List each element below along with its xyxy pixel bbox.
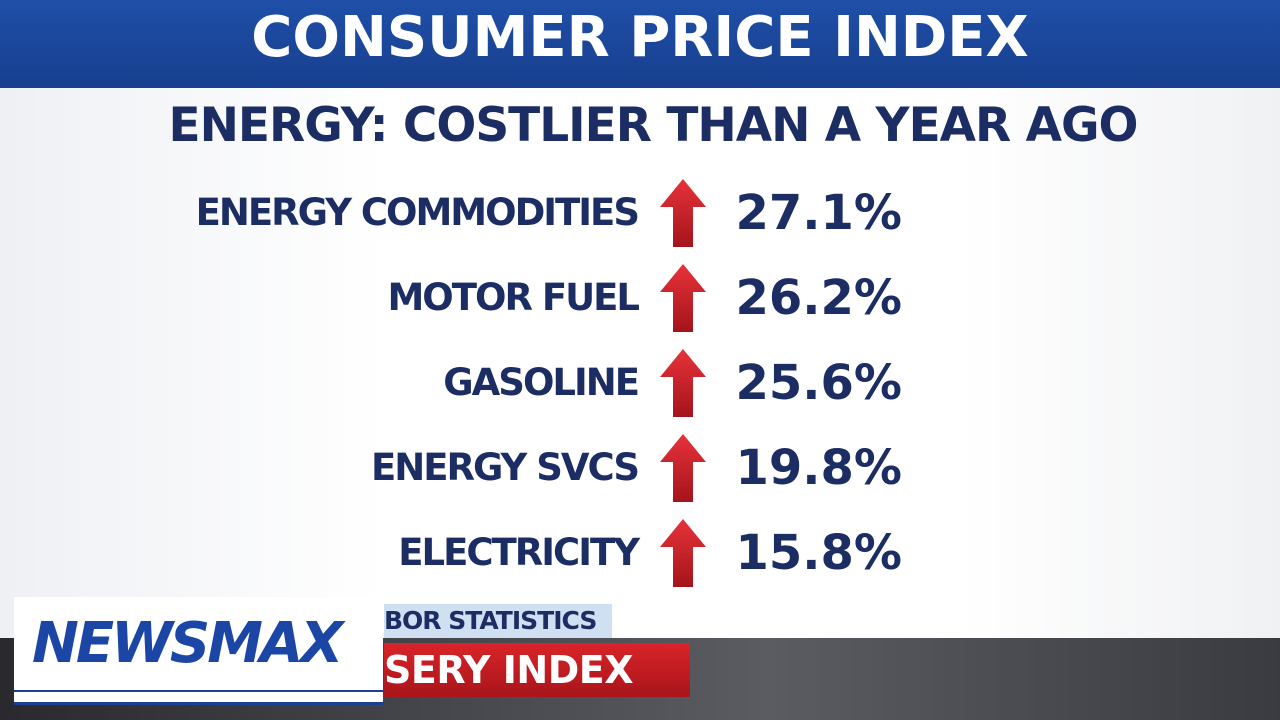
row-label: ENERGY SVCS [370,446,640,489]
up-arrow [660,434,706,502]
arrow-shape [660,179,706,247]
source-text: BOR STATISTICS [384,604,612,638]
row: ELECTRICITY 15.8% [0,513,1280,593]
up-arrow [660,349,706,417]
header-banner [0,0,1280,88]
row-label: MOTOR FUEL [387,276,640,319]
row-value: 27.1% [735,185,902,241]
row-value: 19.8% [735,440,902,496]
up-arrow [660,179,706,247]
up-arrow [660,264,706,332]
logo-rule [14,690,383,692]
row: GASOLINE 25.6% [0,343,1280,423]
up-arrow [660,519,706,587]
arrow-shape [660,434,706,502]
subtitle: ENERGY: COSTLIER THAN A YEAR AGO [168,98,1138,153]
title: CONSUMER PRICE INDEX [251,5,1029,70]
row: ENERGY SVCS 19.8% [0,428,1280,508]
logo-box: NEWSMAX [14,597,383,705]
row-label: ELECTRICITY [398,531,640,574]
row-value: 15.8% [735,525,902,581]
row: ENERGY COMMODITIES 27.1% [0,173,1280,253]
logo: NEWSMAX [32,611,343,676]
arrow-shape [660,264,706,332]
row: MOTOR FUEL 26.2% [0,258,1280,338]
row-label: ENERGY COMMODITIES [195,191,640,234]
row-value: 25.6% [735,355,902,411]
row-value: 26.2% [735,270,902,326]
arrow-shape [660,519,706,587]
arrow-shape [660,349,706,417]
row-label: GASOLINE [443,361,640,404]
ticker: SERY INDEX [384,643,690,697]
